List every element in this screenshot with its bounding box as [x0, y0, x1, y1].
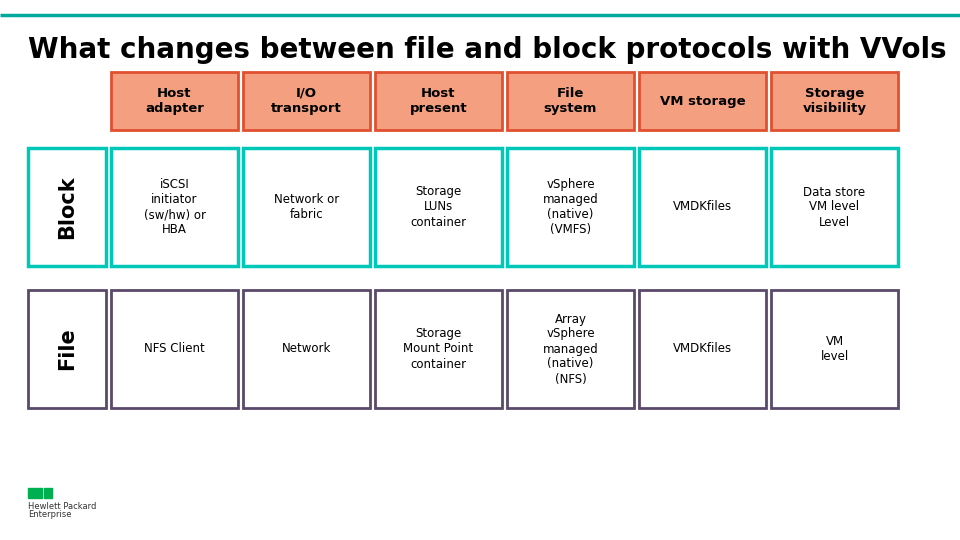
Text: Host
adapter: Host adapter — [145, 87, 204, 115]
Bar — [771, 148, 898, 266]
Bar — [111, 148, 238, 266]
Bar — [771, 72, 898, 130]
Bar — [771, 290, 898, 408]
Text: Block: Block — [57, 175, 77, 239]
Text: Host
present: Host present — [410, 87, 468, 115]
Text: NFS Client: NFS Client — [144, 342, 204, 355]
Text: File: File — [57, 328, 77, 370]
Text: Enterprise: Enterprise — [28, 510, 71, 519]
Bar — [243, 148, 370, 266]
Text: Network: Network — [282, 342, 331, 355]
Bar — [28, 148, 106, 266]
Text: I/O
transport: I/O transport — [271, 87, 342, 115]
Bar — [375, 148, 502, 266]
Text: VMDKfiles: VMDKfiles — [673, 342, 732, 355]
Text: VM
level: VM level — [821, 335, 849, 363]
Bar — [28, 290, 106, 408]
Bar — [111, 290, 238, 408]
Text: VMDKfiles: VMDKfiles — [673, 200, 732, 213]
Text: File
system: File system — [543, 87, 597, 115]
Bar — [44, 488, 52, 498]
Text: VM storage: VM storage — [660, 94, 745, 107]
Bar — [243, 72, 370, 130]
Text: Data store
VM level
Level: Data store VM level Level — [804, 186, 866, 228]
Text: vSphere
managed
(native)
(VMFS): vSphere managed (native) (VMFS) — [542, 178, 598, 236]
Bar — [375, 72, 502, 130]
Bar — [639, 148, 766, 266]
Text: What changes between file and block protocols with VVols: What changes between file and block prot… — [28, 36, 947, 64]
Bar — [28, 488, 42, 498]
Bar — [507, 148, 634, 266]
Text: Hewlett Packard: Hewlett Packard — [28, 502, 96, 511]
Text: Storage
LUNs
container: Storage LUNs container — [411, 186, 467, 228]
Text: iSCSI
initiator
(sw/hw) or
HBA: iSCSI initiator (sw/hw) or HBA — [143, 178, 205, 236]
Text: Storage
Mount Point
container: Storage Mount Point container — [403, 327, 473, 370]
Bar — [111, 72, 238, 130]
Bar — [639, 290, 766, 408]
Text: Array
vSphere
managed
(native)
(NFS): Array vSphere managed (native) (NFS) — [542, 313, 598, 386]
Bar — [507, 72, 634, 130]
Text: Storage
visibility: Storage visibility — [803, 87, 867, 115]
Text: Network or
fabric: Network or fabric — [274, 193, 339, 221]
Bar — [507, 290, 634, 408]
Bar — [375, 290, 502, 408]
Bar — [243, 290, 370, 408]
Bar — [639, 72, 766, 130]
